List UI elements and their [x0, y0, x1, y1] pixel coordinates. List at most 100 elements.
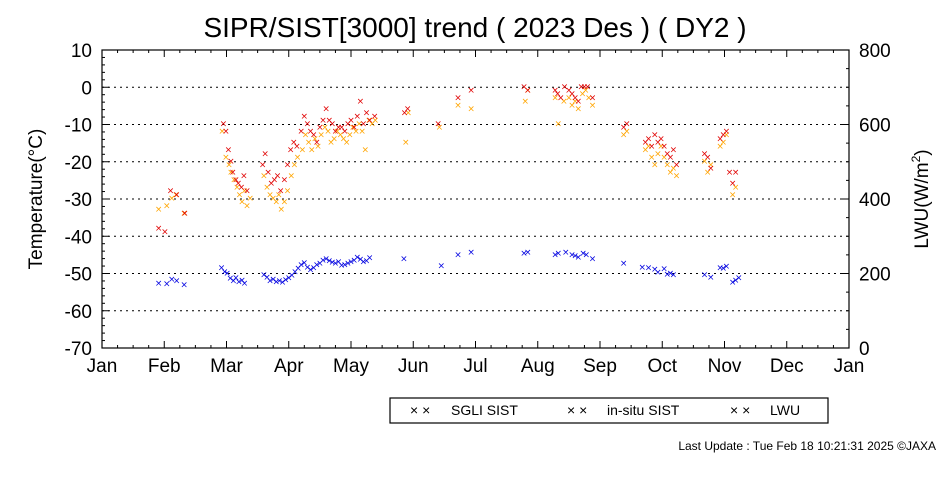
data-point: ×	[673, 160, 681, 170]
y-axis-title-temperature: Temperature(°C)	[26, 129, 47, 270]
data-point: ×	[232, 274, 240, 284]
y2-title-end: )	[912, 149, 933, 155]
data-point: ×	[332, 127, 340, 137]
data-point: ×	[660, 264, 668, 274]
data-point: ×	[324, 127, 332, 137]
legend-label-in-situ-sist: in-situ SIST	[607, 402, 680, 418]
data-point: ×	[732, 183, 740, 193]
legend-item-in-situ-sist: × × in-situ SIST	[567, 402, 680, 418]
x-tick-label: Jan	[87, 356, 118, 377]
data-point: ×	[307, 127, 315, 137]
data-point: ×	[707, 160, 715, 170]
data-point: ×	[168, 275, 176, 285]
data-point: ×	[313, 138, 321, 148]
data-point: ×	[319, 256, 327, 266]
data-point: ×	[344, 120, 352, 130]
data-point: ×	[341, 260, 349, 270]
y-tick-label: -70	[65, 339, 92, 360]
data-point: ×	[172, 190, 180, 200]
data-point: ×	[583, 251, 591, 261]
data-point: ×	[334, 127, 342, 137]
data-point: ×	[707, 164, 715, 174]
data-point: ×	[299, 146, 307, 156]
data-point: ×	[310, 131, 318, 141]
y-axis-title-lwu: LWU(W/m2)	[909, 149, 933, 248]
data-point: ×	[362, 146, 370, 156]
data-point: ×	[555, 120, 563, 130]
data-point: ×	[654, 268, 662, 278]
data-point: ×	[227, 168, 235, 178]
y2-title-base: LWU(W/m	[912, 162, 933, 248]
data-point: ×	[670, 271, 678, 281]
data-point: ×	[269, 275, 277, 285]
data-point: ×	[555, 249, 563, 259]
data-point: ×	[645, 134, 653, 144]
data-point: ×	[524, 86, 532, 96]
data-point: ×	[579, 90, 587, 100]
data-point: ×	[467, 86, 475, 96]
data-point: ×	[290, 138, 298, 148]
data-point: ×	[434, 120, 442, 130]
data-point: ×	[278, 205, 286, 215]
x-tick-label: Oct	[647, 356, 677, 377]
data-point: ×	[266, 277, 274, 287]
data-point: ×	[360, 258, 368, 268]
data-point: ×	[571, 93, 579, 103]
data-point: ×	[349, 123, 357, 133]
data-point: ×	[218, 127, 226, 137]
data-point: ×	[368, 120, 376, 130]
data-point: ×	[233, 183, 241, 193]
data-point: ×	[316, 123, 324, 133]
data-point: ×	[344, 259, 352, 269]
data-point: ×	[294, 153, 302, 163]
data-point: ×	[571, 97, 579, 107]
data-point: ×	[565, 86, 573, 96]
y-axis-lwu: 800 600 400 200 0	[842, 41, 891, 360]
data-point: ×	[729, 190, 737, 200]
data-point: ×	[285, 274, 293, 284]
data-point: ×	[181, 209, 189, 219]
data-point: ×	[620, 259, 628, 269]
data-point: ×	[355, 120, 363, 130]
data-point: ×	[651, 160, 659, 170]
data-point: ×	[716, 142, 724, 152]
data-point: ×	[222, 153, 230, 163]
data-point: ×	[589, 101, 597, 111]
data-point: ×	[287, 146, 295, 156]
data-point: ×	[155, 224, 163, 234]
data-point: ×	[241, 279, 249, 289]
data-point: ×	[620, 131, 628, 141]
data-point: ×	[454, 93, 462, 103]
data-point: ×	[302, 131, 310, 141]
data-point: ×	[522, 97, 530, 107]
data-point: ×	[281, 198, 289, 208]
data-point: ×	[243, 201, 251, 211]
data-point: ×	[321, 123, 329, 133]
data-point: ×	[275, 190, 283, 200]
data-point: ×	[639, 263, 647, 273]
y-tick-label: -10	[65, 116, 92, 137]
data-point: ×	[716, 264, 724, 274]
data-point: ×	[288, 271, 296, 281]
legend-box	[389, 397, 829, 424]
legend-marker-sgli-sist: × ×	[410, 402, 430, 418]
data-point: ×	[670, 164, 678, 174]
data-point: ×	[654, 138, 662, 148]
data-point: ×	[585, 93, 593, 103]
data-point: ×	[729, 179, 737, 189]
data-point: ×	[319, 116, 327, 126]
data-point: ×	[589, 93, 597, 103]
data-point: ×	[704, 153, 712, 163]
data-point: ×	[293, 142, 301, 152]
data-point: ×	[654, 149, 662, 159]
data-point: ×	[363, 108, 371, 118]
data-point: ×	[322, 254, 330, 264]
data-point: ×	[561, 82, 569, 92]
legend-label-sgli-sist: SGLI SIST	[451, 402, 518, 418]
x-axis: Jan Feb Mar Apr May Jun Jul Aug Sep Oct Nov Dec Jan	[87, 50, 864, 377]
data-point: ×	[238, 183, 246, 193]
data-point: ×	[229, 168, 237, 178]
data-point: ×	[277, 187, 285, 197]
data-point: ×	[307, 266, 315, 276]
data-point: ×	[304, 263, 312, 273]
